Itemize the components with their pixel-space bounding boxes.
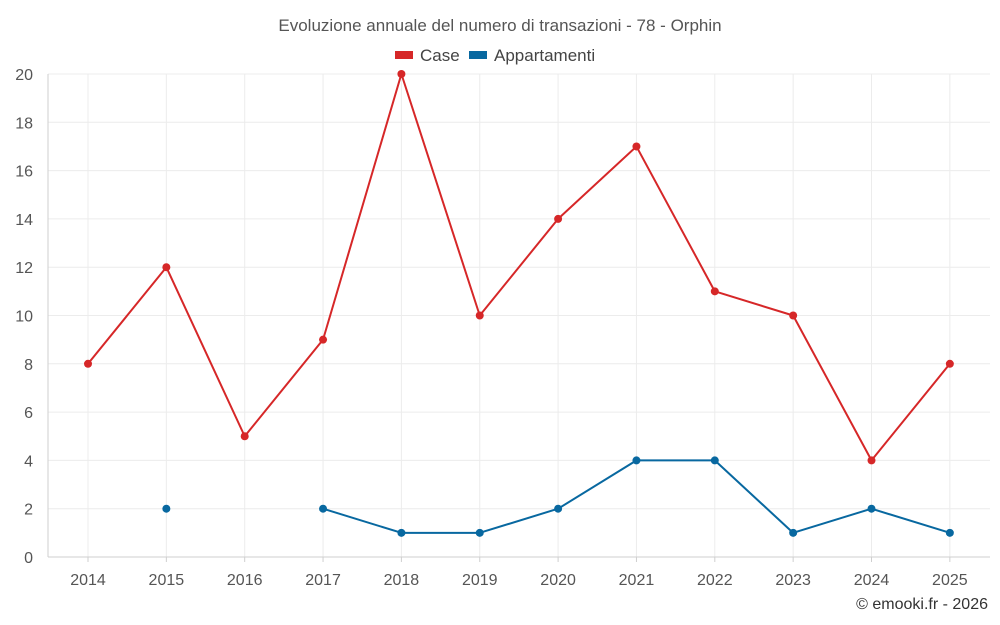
x-tick-label: 2019 — [462, 572, 498, 589]
data-point: Appartamenti 2018: 1 — [397, 528, 406, 537]
x-tick-label: 2016 — [227, 572, 263, 589]
y-tick-label: 4 — [24, 453, 33, 470]
data-point: Case 2018: 20 — [397, 70, 406, 78]
data-point: Case 2014: 8 — [84, 359, 92, 368]
data-point: Appartamenti 2017: 2 — [319, 504, 328, 513]
y-tick-label: 12 — [15, 260, 33, 277]
data-point: Case 2015: 12 — [162, 263, 171, 272]
x-tick-label: 2020 — [540, 572, 576, 589]
legend-swatch — [469, 51, 487, 59]
data-point: Case 2017: 9 — [319, 335, 328, 344]
y-tick-label: 2 — [24, 502, 33, 519]
legend-label: Appartamenti — [494, 46, 595, 65]
y-tick-label: 6 — [24, 405, 33, 422]
x-tick-label: 2014 — [70, 572, 106, 589]
data-point: Case 2019: 10 — [475, 311, 484, 320]
series-appartamenti: Appartamenti 2015: 2 Appartamenti 2017: 2… — [162, 456, 954, 537]
data-point: Case 2021: 17 — [632, 142, 641, 151]
data-point: Appartamenti 2019: 1 — [475, 528, 484, 537]
legend-label: Case — [420, 46, 460, 65]
x-tick-label: 2023 — [775, 572, 811, 589]
x-tick-label: 2017 — [305, 572, 341, 589]
data-point: Appartamenti 2024: 2 — [867, 504, 876, 513]
x-tick-label: 2018 — [384, 572, 420, 589]
x-tick-label: 2025 — [932, 572, 968, 589]
data-point: Case 2022: 11 — [710, 287, 719, 296]
y-tick-label: 0 — [24, 550, 33, 567]
data-point: Appartamenti 2025: 1 — [945, 528, 954, 537]
data-point: Case 2023: 10 — [789, 311, 798, 320]
x-tick-label: 2021 — [619, 572, 655, 589]
y-tick-label: 8 — [24, 357, 33, 374]
data-point: Appartamenti 2020: 2 — [554, 504, 563, 513]
y-tick-label: 18 — [15, 115, 33, 132]
x-tick-label: 2024 — [854, 572, 890, 589]
series-line-case — [87, 73, 951, 462]
x-tick-label: 2022 — [697, 572, 733, 589]
y-tick-label: 14 — [15, 212, 33, 229]
y-tick-label: 16 — [15, 164, 33, 181]
data-point: Appartamenti 2015: 2 — [162, 504, 171, 513]
data-point: Appartamenti 2023: 1 — [789, 528, 798, 537]
series-group: Case 2014: 8 Case 2015: 12 Case 2016: 5 Cas… — [84, 70, 954, 537]
data-point: Case 2025: 8 — [945, 359, 954, 368]
y-tick-label: 10 — [15, 309, 33, 326]
axes: 0 2 4 6 8 10 12 14 16 18 20 2014 2015 2016 2017 2018 201… — [15, 67, 990, 589]
y-tick-label: 20 — [15, 67, 33, 84]
x-tick-label: 2015 — [149, 572, 185, 589]
data-point: Case 2016: 5 — [240, 432, 249, 441]
series-case: Case 2014: 8 Case 2015: 12 Case 2016: 5 Cas… — [84, 70, 954, 465]
credit-text: © emooki.fr - 2026 — [856, 596, 988, 613]
data-point: Case 2020: 14 — [554, 214, 563, 223]
legend-item-appartamenti: Appartamenti — [469, 46, 595, 65]
data-point: Appartamenti 2022: 4 — [710, 456, 719, 465]
legend: Case Appartamenti — [395, 46, 595, 65]
data-point: Case 2024: 4 — [867, 456, 876, 465]
legend-swatch — [395, 51, 413, 59]
data-point: Appartamenti 2021: 4 — [632, 456, 641, 465]
chart-title: Evoluzione annuale del numero di transaz… — [278, 16, 721, 35]
legend-item-case: Case — [395, 46, 460, 65]
